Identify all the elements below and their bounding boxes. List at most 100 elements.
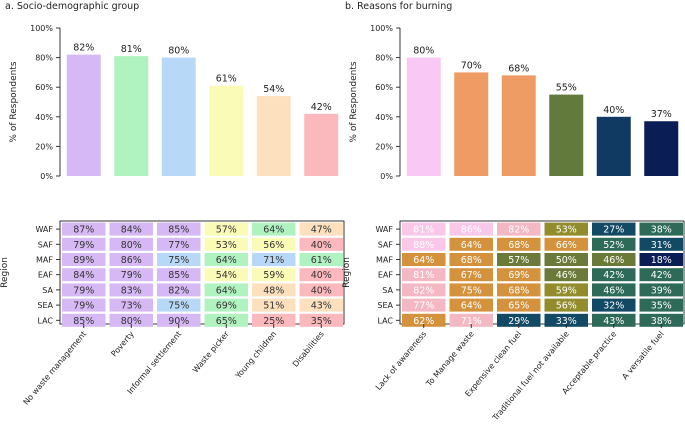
panel-a-table-cell [157,268,201,282]
panel-a-category-label: Informal settlement [125,330,183,396]
panel-b-table-cell [497,313,541,327]
panel-b-y-tick-label: 40% [375,113,393,122]
panel-b-bar [596,116,631,176]
panel-a-table-cell-label: 57% [216,225,237,236]
panel-a-bar [66,54,101,176]
panel-a-y-tick-label: 60% [35,83,53,92]
panel-a-table-cell-label: 65% [216,316,237,327]
panel-b-table-cell-label: 31% [651,240,672,251]
panel-b-table-cell-label: 81% [413,225,434,236]
panel-a-table-cell [157,283,201,297]
panel-b-table-cell-label: 71% [461,316,482,327]
panel-b-y-tick-label: 0% [380,172,393,181]
panel-a-table-cell [204,313,248,327]
panel-b-table-cell [639,283,683,297]
panel-b-table-cell [639,298,683,312]
panel-a-table-cell [62,298,106,312]
panel-b-category-label: To Manage waste [424,329,476,388]
panel-a-region-label: EAF [38,271,54,280]
panel-b-bar [454,72,489,176]
panel-b-region-label: WAF [375,225,393,234]
panel-b-table-cell [639,313,683,327]
panel-a-table-cell-label: 75% [168,255,189,266]
panel-b-table-cell [449,237,493,251]
panel-a-table-cell-label: 79% [73,240,94,251]
panel-b-table-cell-label: 33% [556,316,577,327]
panel-b-bar-value-label: 40% [603,105,624,116]
panel-a-bar-value-label: 61% [216,74,237,85]
panel-b-table-cell [544,313,588,327]
panel-b-table-cell-label: 88% [413,240,434,251]
panel-a-table-cell-label: 64% [216,255,237,266]
panel-a-table-cell-label: 35% [311,316,332,327]
panel-b-table-y-label: Region [342,257,352,288]
panel-a-table-cell [62,222,106,236]
panel-b-region-label: SA [382,286,393,295]
panel-a-table-cell-label: 80% [121,316,142,327]
panel-a-bar-value-label: 42% [311,102,332,113]
panel-a-title: a. Socio-demographic group [5,1,139,12]
panel-a-region-label: WAF [35,225,53,234]
panel-a-table-cell-label: 79% [73,285,94,296]
panel-b-table-cell [449,222,493,236]
panel-a-table-cell-label: 83% [121,285,142,296]
panel-a-table-cell-label: 71% [263,255,284,266]
panel-a-table-cell [62,253,106,266]
panel-a-table-cell [157,253,201,266]
panel-a-table-cell [252,313,296,327]
panel-a-table-cell-label: 48% [263,285,284,296]
panel-b-table-cell [544,268,588,282]
panel-a-table-cell [157,237,201,251]
panel-b-table-cell [402,283,446,297]
panel-a-table-cell [299,268,343,282]
panel-b-bar [406,57,441,176]
panel-a-table-cell-label: 43% [311,301,332,312]
panel-a-table-cell-label: 59% [263,270,284,281]
panel-a-table-cell [299,222,343,236]
panel-b-table-cell-label: 39% [651,285,672,296]
panel-b-table-cell-label: 81% [413,270,434,281]
panel-b-table-cell-label: 66% [556,240,577,251]
panel-b-table-cell-label: 82% [508,225,529,236]
panel-b-table-cell [544,237,588,251]
panel-b-table-cell-label: 59% [556,285,577,296]
panel-a-table-cell-label: 86% [121,255,142,266]
panel-b-table-cell-label: 64% [461,240,482,251]
panel-b-table-cell-label: 38% [651,316,672,327]
panel-a-category-label: Young children [233,330,278,381]
panel-a-category-label: Poverty [109,329,136,358]
panel-b-table-cell-label: 68% [461,255,482,266]
panel-b-category-label: Lack of awareness [374,330,428,392]
panel-b-table-cell-label: 35% [651,301,672,312]
panel-b-table-cell [592,283,636,297]
panel-b-table-cell [402,237,446,251]
panel-a-bar [161,57,196,176]
panel-a-region-label: LAC [37,316,53,325]
panel-b-table-cell-label: 18% [651,255,672,266]
panel-a-table-cell-label: 56% [263,240,284,251]
panel-b-table-cell [449,298,493,312]
panel-b-table-cell [497,222,541,236]
panel-a-table-cell-label: 73% [121,301,142,312]
panel-a-category-label: Disabilities [291,330,326,369]
panel-a-table-cell [204,283,248,297]
panel-a-table-cell [62,283,106,297]
panel-b-table-cell [544,253,588,266]
panel-a-y-tick-label: 80% [35,54,53,63]
panel-a-table-cell-label: 47% [311,225,332,236]
panel-b-region-label: EAF [378,271,394,280]
panel-b-table-cell-label: 53% [556,225,577,236]
panel-b-bar [501,75,536,176]
panel-a-bar-value-label: 54% [263,84,284,95]
panel-b-bar-value-label: 55% [556,83,577,94]
panel-b-table-cell [592,313,636,327]
panel-a-table-cell-label: 61% [311,255,332,266]
panel-b-category-label: Acceptable practice [560,329,618,396]
panel-b-table-cell [639,222,683,236]
panel-b-bar-value-label: 70% [461,60,482,71]
panel-b-y-tick-label: 80% [375,54,393,63]
panel-a-table-cell-label: 69% [216,301,237,312]
panel-a-table-cell [157,222,201,236]
panel-a-table-cell-label: 90% [168,316,189,327]
